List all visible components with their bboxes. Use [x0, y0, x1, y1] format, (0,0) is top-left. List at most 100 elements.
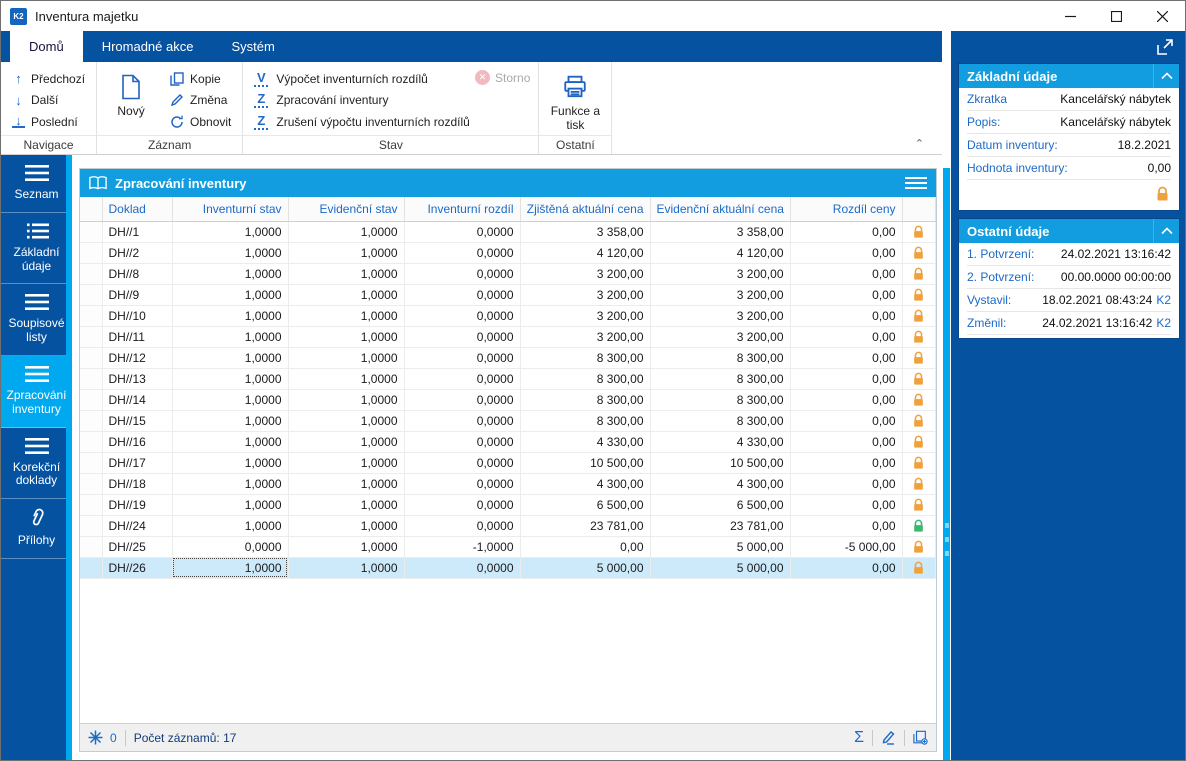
table-row[interactable]: DH//11 1,0000 1,0000 0,0000 3 200,00 3 200,00… — [80, 326, 936, 348]
cell-value[interactable]: 0,0000 — [404, 473, 521, 495]
cell-value[interactable]: 1,0000 — [288, 431, 405, 453]
cell-value[interactable]: 0,00 — [790, 452, 903, 474]
vypocet-rozdilu-button[interactable]: V Výpočet inventurních rozdílů — [251, 68, 475, 89]
table-row[interactable]: DH//2 1,0000 1,0000 0,0000 4 120,00 4 120,00 0… — [80, 242, 936, 264]
row-selector[interactable] — [80, 326, 103, 348]
table-row[interactable]: DH//1 1,0000 1,0000 0,0000 3 358,00 3 358,00 0… — [80, 221, 936, 243]
cell-value[interactable]: 1,0000 — [288, 263, 405, 285]
cell-value[interactable]: 0,00 — [790, 326, 903, 348]
close-button[interactable] — [1139, 1, 1185, 31]
cell-value[interactable]: 1,0000 — [172, 515, 289, 537]
cell-value[interactable]: 4 330,00 — [520, 431, 651, 453]
cell-value[interactable]: 3 200,00 — [650, 305, 791, 327]
cell-value[interactable]: 0,0000 — [404, 389, 521, 411]
column-header[interactable]: Rozdíl ceny — [790, 197, 903, 222]
cell-value[interactable]: 3 358,00 — [520, 221, 651, 243]
next-button[interactable]: ↓ Další — [9, 90, 88, 111]
cell-value[interactable]: 1,0000 — [288, 452, 405, 474]
cell-value[interactable]: 8 300,00 — [520, 368, 651, 390]
cell-value[interactable]: 1,0000 — [172, 368, 289, 390]
cell-value[interactable]: 1,0000 — [288, 347, 405, 369]
cell-value[interactable]: 10 500,00 — [520, 452, 651, 474]
add-document-icon[interactable] — [913, 730, 928, 745]
detail-field-row[interactable]: Vystavil: 18.02.2021 08:43:24 K2 — [967, 289, 1171, 312]
cell-value[interactable]: 3 200,00 — [650, 284, 791, 306]
cell-value[interactable]: 1,0000 — [172, 326, 289, 348]
cell-doklad[interactable]: DH//26 — [102, 557, 173, 579]
column-header[interactable]: Zjištěná aktuální cena — [520, 197, 651, 222]
table-row[interactable]: DH//15 1,0000 1,0000 0,0000 8 300,00 8 300,00… — [80, 410, 936, 432]
cell-value[interactable]: 4 300,00 — [520, 473, 651, 495]
cell-value[interactable]: 8 300,00 — [520, 347, 651, 369]
zpracovani-inventury-button[interactable]: Z Zpracování inventury — [251, 90, 475, 111]
cell-value[interactable]: 1,0000 — [288, 368, 405, 390]
cell-doklad[interactable]: DH//13 — [102, 368, 173, 390]
cell-value[interactable]: 5 000,00 — [650, 557, 791, 579]
row-selector[interactable] — [80, 368, 103, 390]
row-selector[interactable] — [80, 515, 103, 537]
cell-value[interactable]: 0,0000 — [404, 410, 521, 432]
column-header[interactable]: Evidenční aktuální cena — [650, 197, 791, 222]
row-selector[interactable] — [80, 494, 103, 516]
cell-value[interactable]: 5 000,00 — [650, 536, 791, 558]
cell-value[interactable]: 3 200,00 — [520, 326, 651, 348]
row-selector[interactable] — [80, 221, 103, 243]
cell-value[interactable]: 1,0000 — [288, 557, 405, 579]
cell-doklad[interactable]: DH//2 — [102, 242, 173, 264]
table-row[interactable]: DH//10 1,0000 1,0000 0,0000 3 200,00 3 200,00… — [80, 305, 936, 327]
cell-value[interactable]: 3 200,00 — [520, 263, 651, 285]
cell-value[interactable]: 8 300,00 — [650, 410, 791, 432]
cell-value[interactable]: -5 000,00 — [790, 536, 903, 558]
cell-doklad[interactable]: DH//10 — [102, 305, 173, 327]
cell-value[interactable]: 0,00 — [790, 494, 903, 516]
detail-field-row[interactable]: Zkratka Kancelářský nábytek — [967, 88, 1171, 111]
row-selector[interactable] — [80, 536, 103, 558]
cell-value[interactable]: 1,0000 — [172, 557, 289, 579]
cell-value[interactable]: 0,00 — [790, 368, 903, 390]
chevron-up-icon[interactable] — [1153, 219, 1179, 243]
cell-value[interactable]: 4 120,00 — [650, 242, 791, 264]
cell-doklad[interactable]: DH//15 — [102, 410, 173, 432]
cell-value[interactable]: 1,0000 — [172, 410, 289, 432]
cell-value[interactable]: 1,0000 — [172, 242, 289, 264]
cell-value[interactable]: 1,0000 — [172, 452, 289, 474]
cell-value[interactable]: 1,0000 — [288, 494, 405, 516]
vertical-splitter[interactable] — [942, 31, 951, 760]
table-row[interactable]: DH//9 1,0000 1,0000 0,0000 3 200,00 3 200,00 0… — [80, 284, 936, 306]
cell-value[interactable]: 1,0000 — [288, 242, 405, 264]
table-row[interactable]: DH//13 1,0000 1,0000 0,0000 8 300,00 8 300,00… — [80, 368, 936, 390]
sidebar-item-zakladni-udaje[interactable]: Základní údaje — [1, 213, 72, 285]
row-selector[interactable] — [80, 473, 103, 495]
cell-value[interactable]: 3 200,00 — [520, 305, 651, 327]
cell-doklad[interactable]: DH//9 — [102, 284, 173, 306]
cell-doklad[interactable]: DH//17 — [102, 452, 173, 474]
cell-value[interactable]: 0,00 — [520, 536, 651, 558]
cell-value[interactable]: 23 781,00 — [650, 515, 791, 537]
cell-doklad[interactable]: DH//18 — [102, 473, 173, 495]
cell-value[interactable]: 3 200,00 — [650, 263, 791, 285]
cell-value[interactable]: 0,00 — [790, 389, 903, 411]
row-selector[interactable] — [80, 242, 103, 264]
cell-doklad[interactable]: DH//12 — [102, 347, 173, 369]
detail-field-row[interactable]: Datum inventury: 18.2.2021 — [967, 134, 1171, 157]
refresh-button[interactable]: Obnovit — [167, 111, 234, 132]
cell-value[interactable]: 0,00 — [790, 305, 903, 327]
cell-doklad[interactable]: DH//11 — [102, 326, 173, 348]
table-row[interactable]: DH//16 1,0000 1,0000 0,0000 4 330,00 4 330,00… — [80, 431, 936, 453]
snowflake-icon[interactable] — [88, 730, 103, 745]
sidebar-item-korekcni-doklady[interactable]: Korekční doklady — [1, 428, 72, 500]
cell-value[interactable]: 5 000,00 — [520, 557, 651, 579]
cell-doklad[interactable]: DH//16 — [102, 431, 173, 453]
row-selector[interactable] — [80, 305, 103, 327]
table-row[interactable]: DH//8 1,0000 1,0000 0,0000 3 200,00 3 200,00 0… — [80, 263, 936, 285]
cell-value[interactable]: 0,0000 — [404, 284, 521, 306]
previous-button[interactable]: ↑ Předchozí — [9, 68, 88, 89]
table-row[interactable]: DH//14 1,0000 1,0000 0,0000 8 300,00 8 300,00… — [80, 389, 936, 411]
cell-doklad[interactable]: DH//14 — [102, 389, 173, 411]
row-selector[interactable] — [80, 263, 103, 285]
cell-value[interactable]: 1,0000 — [172, 263, 289, 285]
cell-value[interactable]: 1,0000 — [172, 494, 289, 516]
column-header[interactable]: Inventurní stav — [172, 197, 289, 222]
funkce-a-tisk-button[interactable]: Funkce a tisk — [547, 67, 603, 133]
chevron-up-icon[interactable] — [1153, 64, 1179, 88]
